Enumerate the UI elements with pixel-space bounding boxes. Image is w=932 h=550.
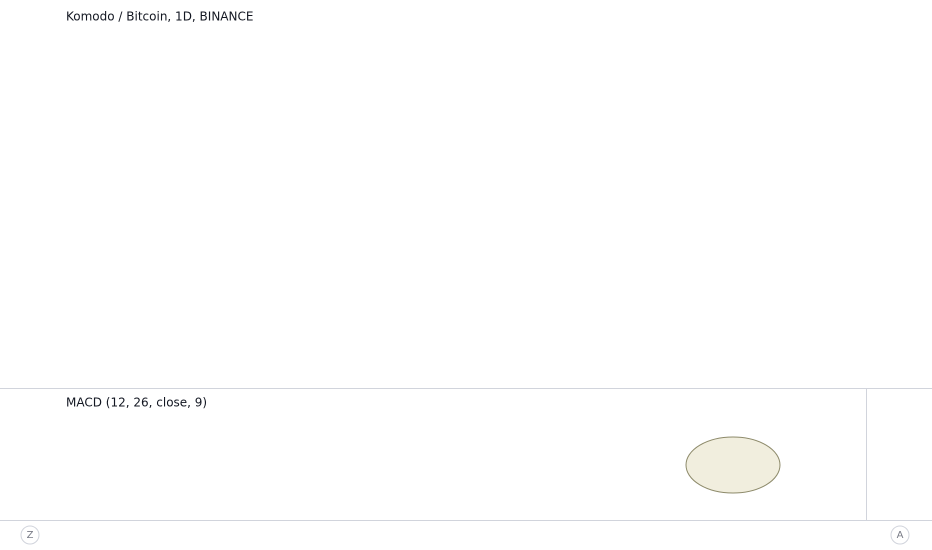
button-label[interactable]: A xyxy=(897,530,904,541)
button-circle[interactable] xyxy=(20,525,40,545)
highlight-ellipse xyxy=(685,436,781,494)
chart-title: Komodo / Bitcoin, 1D, BINANCE xyxy=(66,10,253,24)
toolbar-button[interactable]: Z xyxy=(20,525,40,545)
button-label[interactable]: Z xyxy=(27,530,34,541)
indicator-title: MACD (12, 26, close, 9) xyxy=(66,396,207,410)
toolbar-button[interactable]: A xyxy=(890,525,910,545)
button-circle[interactable] xyxy=(890,525,910,545)
